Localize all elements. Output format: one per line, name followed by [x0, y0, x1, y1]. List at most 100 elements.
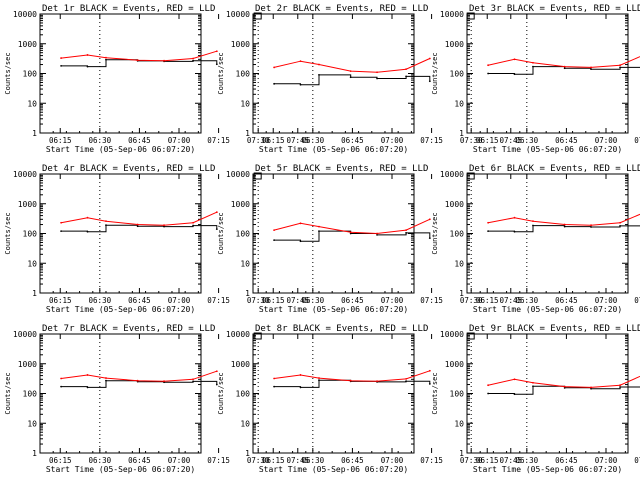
x-tick-label: 06:45	[128, 456, 151, 465]
x-tick-label: 06:30	[516, 296, 539, 305]
y-tick-label: 100	[236, 230, 251, 239]
y-axis-label: Counts/sec	[4, 212, 12, 254]
x-tick-label: 06:45	[128, 136, 151, 145]
data-point-lld	[105, 377, 107, 379]
x-axis-label: Start Time (05-Sep-06 06:07:20)	[473, 305, 622, 314]
y-tick-label: 10	[27, 419, 37, 428]
data-point-events	[86, 230, 89, 233]
plot-frame	[39, 173, 202, 294]
y-tick-label: 1	[32, 449, 37, 458]
data-point-lld	[163, 380, 165, 383]
data-point-events	[299, 83, 302, 86]
x-tick-label: 07:00	[595, 136, 618, 145]
x-tick-label: 06:45	[341, 136, 364, 145]
data-point-lld	[192, 221, 194, 224]
x-tick-label: 06:30	[516, 136, 539, 145]
data-point-events	[273, 82, 276, 85]
y-tick-label: 1000	[18, 200, 37, 209]
x-axis-label: Start Time (05-Sep-06 06:07:20)	[473, 145, 622, 154]
data-point-lld	[428, 369, 431, 372]
y-tick-label: 10000	[13, 330, 37, 339]
y-tick-label: 100	[23, 230, 38, 239]
x-tick-label: 07:15	[207, 136, 230, 145]
data-point-lld	[215, 50, 218, 53]
plot-frame	[252, 13, 415, 134]
data-point-events	[273, 239, 276, 242]
detector-panel-8: Det 8r BLACK = Events, RED = LLD11010010…	[217, 324, 522, 474]
data-point-lld	[192, 57, 194, 60]
detector-panel-4: Det 4r BLACK = Events, RED = LLD11010010…	[4, 164, 309, 314]
data-point-lld	[273, 229, 276, 232]
data-point-events	[86, 65, 89, 68]
y-tick-label: 100	[236, 390, 251, 399]
data-point-lld	[299, 222, 302, 225]
data-point-lld	[513, 58, 516, 61]
panel-title: Det 8r BLACK = Events, RED = LLD	[255, 324, 428, 334]
data-point-events	[428, 237, 431, 240]
data-point-lld	[318, 377, 320, 379]
data-point-lld	[405, 229, 407, 232]
y-axis-label: Counts/sec	[4, 52, 12, 94]
y-tick-label: 1000	[445, 40, 464, 49]
x-tick-label: 07:45	[286, 136, 309, 145]
panel-title: Det 5r BLACK = Events, RED = LLD	[255, 164, 428, 174]
data-point-events	[215, 228, 218, 231]
x-tick-label: 06:45	[555, 296, 578, 305]
top-marker-box	[253, 332, 262, 340]
x-tick-label: 07:00	[595, 456, 618, 465]
data-point-events	[349, 76, 352, 79]
data-point-lld	[273, 377, 276, 380]
x-tick-label: 07:15	[634, 136, 640, 145]
y-tick-label: 1	[459, 289, 464, 298]
x-tick-label: 07:15	[634, 456, 640, 465]
x-tick-label: 07:30	[247, 456, 270, 465]
y-tick-label: 1000	[231, 200, 250, 209]
y-tick-label: 10	[454, 99, 464, 108]
y-tick-label: 10	[240, 99, 250, 108]
data-point-events	[563, 67, 566, 70]
data-point-events	[619, 225, 621, 227]
data-point-events	[619, 66, 621, 69]
data-point-lld	[349, 231, 352, 234]
y-tick-label: 1	[245, 449, 250, 458]
x-tick-label: 07:15	[207, 456, 230, 465]
x-tick-label: 06:15	[49, 136, 72, 145]
detector-panel-2: Det 2r BLACK = Events, RED = LLD11010010…	[217, 4, 522, 154]
panel-title: Det 4r BLACK = Events, RED = LLD	[42, 164, 215, 174]
data-point-lld	[86, 54, 89, 56]
data-point-events	[60, 230, 63, 233]
y-tick-label: 100	[450, 230, 465, 239]
detector-panel-5: Det 5r BLACK = Events, RED = LLD11010010…	[217, 164, 522, 314]
data-point-events	[513, 73, 516, 76]
data-point-events	[428, 383, 431, 385]
y-tick-label: 10	[454, 419, 464, 428]
data-point-events	[376, 233, 378, 236]
data-point-lld	[60, 57, 63, 59]
data-point-events	[487, 392, 490, 395]
detector-panel-3: Det 3r BLACK = Events, RED = LLD 1 10 100 10…	[431, 4, 640, 154]
y-axis-label: Counts/sec	[4, 372, 12, 414]
top-marker-box	[253, 172, 262, 180]
x-tick-label: 06:15	[476, 136, 499, 145]
data-point-lld	[215, 211, 218, 214]
x-tick-label: 07:00	[168, 456, 191, 465]
data-point-lld	[376, 71, 378, 74]
y-axis-label: Counts/sec	[217, 52, 225, 94]
x-tick-label: 07:30	[460, 136, 483, 145]
x-tick-label: 06:15	[476, 456, 499, 465]
panel-title: Det 1r BLACK = Events, RED = LLD	[42, 4, 215, 14]
x-tick-label: 06:15	[262, 456, 285, 465]
data-point-lld	[60, 221, 63, 224]
panel-title: Det 2r BLACK = Events, RED = LLD	[255, 4, 428, 14]
data-point-events	[563, 225, 566, 228]
data-point-events	[590, 68, 592, 71]
x-tick-label: 07:30	[247, 136, 270, 145]
panel-title: Det 6r BLACK = Events, RED = LLD	[469, 164, 640, 174]
panel-title: Det 9r BLACK = Events, RED = LLD	[469, 324, 640, 334]
y-axis-label: Counts/sec	[431, 52, 439, 94]
panel-title: Det 7r BLACK = Events, RED = LLD	[42, 324, 215, 334]
data-point-lld	[318, 225, 320, 228]
x-tick-label: 06:30	[302, 296, 325, 305]
x-tick-label: 07:15	[420, 136, 443, 145]
y-tick-label: 100	[23, 70, 38, 79]
